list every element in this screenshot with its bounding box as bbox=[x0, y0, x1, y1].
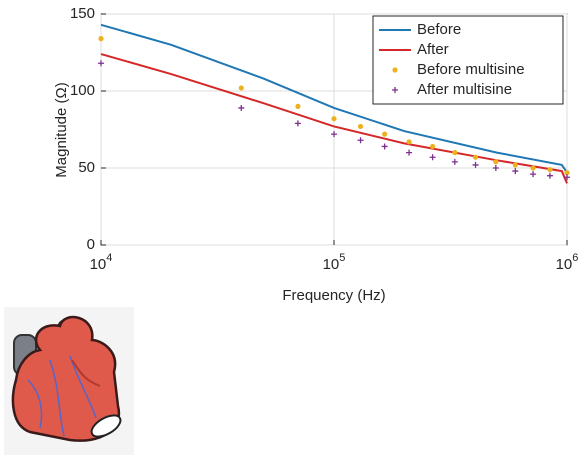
data-point bbox=[492, 165, 499, 171]
y-tick-label: 100 bbox=[70, 82, 95, 99]
data-point bbox=[294, 120, 301, 127]
x-tick-label: 105 bbox=[323, 252, 346, 273]
data-point bbox=[546, 172, 553, 179]
x-tick-exponent: 5 bbox=[339, 252, 345, 264]
legend-swatch bbox=[392, 67, 398, 73]
data-point bbox=[547, 166, 553, 173]
data-point bbox=[430, 143, 436, 150]
y-tick-label: 150 bbox=[70, 5, 95, 22]
legend-label: After multisine bbox=[417, 81, 512, 98]
data-point bbox=[98, 36, 104, 42]
x-tick-exponent: 6 bbox=[572, 252, 578, 264]
data-point bbox=[331, 116, 337, 122]
data-point bbox=[238, 85, 244, 91]
y-tick-label: 50 bbox=[78, 159, 95, 176]
heart-illustration bbox=[4, 307, 134, 455]
legend-label: Before bbox=[417, 21, 461, 38]
data-point bbox=[512, 162, 518, 168]
data-point bbox=[452, 150, 458, 156]
data-point bbox=[564, 174, 570, 181]
data-point bbox=[451, 158, 458, 165]
data-point bbox=[382, 131, 388, 137]
y-tick-label: 0 bbox=[87, 236, 95, 253]
legend-swatch bbox=[392, 87, 398, 93]
x-tick-base: 10 bbox=[556, 256, 573, 273]
data-point bbox=[295, 103, 301, 109]
data-point bbox=[564, 170, 570, 176]
x-tick-base: 10 bbox=[90, 256, 107, 273]
x-axis-label: Frequency (Hz) bbox=[282, 287, 385, 304]
data-point bbox=[331, 131, 337, 138]
x-tick-label: 106 bbox=[556, 252, 579, 273]
series-line bbox=[100, 23, 568, 174]
x-tick-exponent: 4 bbox=[106, 252, 112, 264]
data-point bbox=[381, 143, 388, 150]
data-point bbox=[472, 154, 479, 160]
data-point bbox=[493, 159, 499, 165]
y-axis-label: Magnitude (Ω) bbox=[53, 82, 70, 177]
data-point bbox=[530, 171, 537, 178]
data-point bbox=[406, 139, 412, 145]
data-point bbox=[429, 154, 436, 161]
x-tick-label: 104 bbox=[90, 252, 113, 273]
x-tick-base: 10 bbox=[323, 256, 340, 273]
data-point bbox=[238, 104, 245, 111]
legend-label: After bbox=[417, 41, 449, 58]
data-point bbox=[512, 168, 519, 175]
data-point bbox=[406, 149, 413, 156]
data-point bbox=[530, 165, 536, 171]
data-point bbox=[357, 123, 364, 130]
legend-label: Before multisine bbox=[417, 61, 525, 78]
data-point bbox=[98, 60, 104, 67]
data-point bbox=[357, 137, 364, 144]
data-point bbox=[472, 161, 479, 168]
